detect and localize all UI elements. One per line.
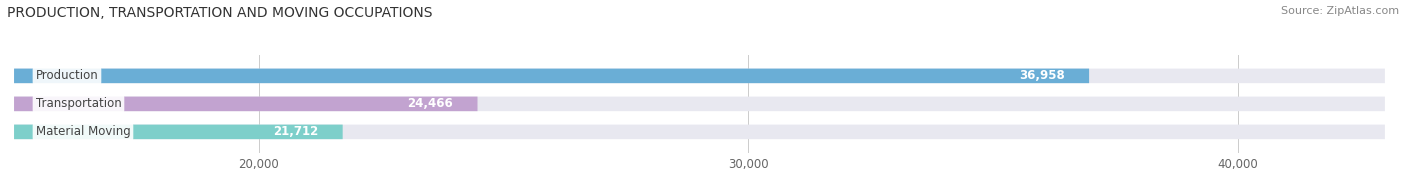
FancyBboxPatch shape (14, 125, 343, 139)
FancyBboxPatch shape (14, 69, 1090, 83)
Text: PRODUCTION, TRANSPORTATION AND MOVING OCCUPATIONS: PRODUCTION, TRANSPORTATION AND MOVING OC… (7, 6, 433, 20)
FancyBboxPatch shape (14, 97, 1385, 111)
Text: 24,466: 24,466 (408, 97, 453, 110)
Text: Transportation: Transportation (35, 97, 121, 110)
FancyBboxPatch shape (14, 125, 1385, 139)
Text: Source: ZipAtlas.com: Source: ZipAtlas.com (1281, 6, 1399, 16)
Text: 21,712: 21,712 (273, 125, 318, 138)
Text: 36,958: 36,958 (1019, 69, 1064, 82)
Text: Material Moving: Material Moving (35, 125, 131, 138)
Text: Production: Production (35, 69, 98, 82)
FancyBboxPatch shape (14, 97, 478, 111)
FancyBboxPatch shape (14, 69, 1385, 83)
